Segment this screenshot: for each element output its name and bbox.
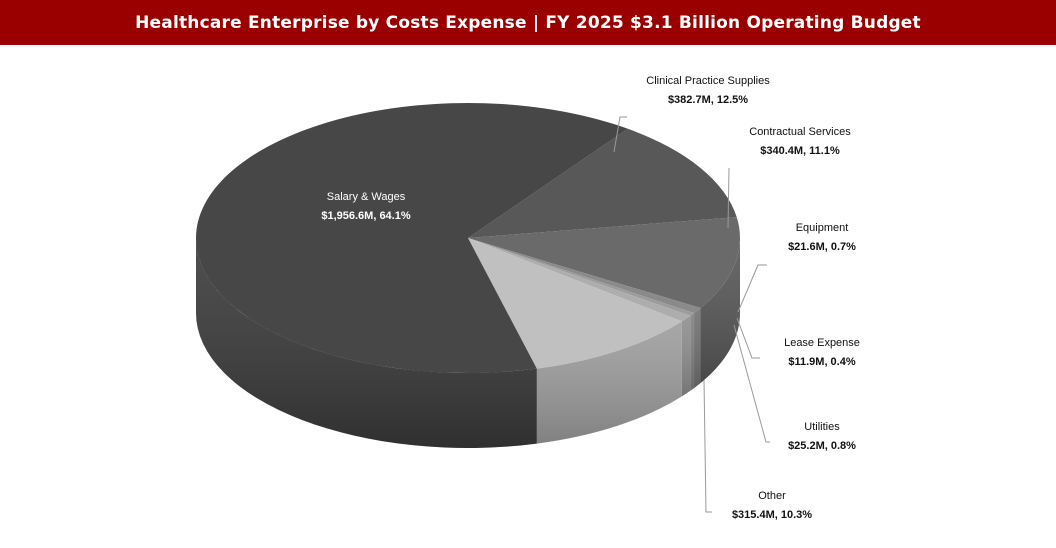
leader-line-contractual-services (727, 167, 730, 229)
pie-sides (196, 238, 740, 448)
chart-title: Healthcare Enterprise by Costs Expense |… (0, 0, 1056, 45)
slice-value-salary-wages: $1,956.6M, 64.1% (321, 210, 411, 222)
label-leader-lines (613, 116, 770, 513)
pie-slice-clinical-practice-supplies[interactable] (468, 128, 737, 238)
pie-top-faces (195, 102, 740, 373)
pie-slice-other[interactable] (468, 238, 682, 369)
slice-label-lease-expense: Lease Expense (784, 337, 860, 349)
slice-label-clinical-practice-supplies: Clinical Practice Supplies (646, 75, 770, 87)
pie-chart-area: Clinical Practice Supplies $382.7M, 12.5%… (0, 45, 1056, 548)
slice-value-utilities: $25.2M, 0.8% (788, 440, 856, 452)
pie-slice-utilities[interactable] (468, 238, 691, 322)
pie-side-shade-contractual-services (700, 238, 740, 384)
pie-slice-equipment[interactable] (468, 238, 701, 314)
pie-slice-contractual-services[interactable] (468, 217, 740, 309)
pie-side-shade-utilities (681, 315, 691, 397)
slice-value-contractual-services: $340.4M, 11.1% (760, 145, 840, 157)
slice-label-contractual-services: Contractual Services (749, 126, 851, 138)
leader-line-clinical-practice-supplies (613, 116, 627, 153)
slice-value-lease-expense: $11.9M, 0.4% (788, 356, 855, 368)
slice-value-equipment: $21.6M, 0.7% (788, 241, 856, 253)
pie-side-shade-other (536, 321, 682, 444)
slice-label-equipment: Equipment (796, 222, 849, 234)
slice-label-utilities: Utilities (804, 421, 840, 433)
slice-value-other: $315.4M, 10.3% (732, 509, 812, 521)
leader-line-equipment (737, 264, 767, 313)
leader-line-other (703, 379, 712, 513)
pie-side-shade-salary-wages (196, 238, 537, 448)
pie-side-shade-equipment (694, 308, 701, 389)
pie-slice-salary-wages[interactable] (195, 102, 628, 373)
slice-value-clinical-practice-supplies: $382.7M, 12.5% (668, 94, 748, 106)
leader-line-utilities (733, 324, 770, 443)
pie-chart: Clinical Practice Supplies $382.7M, 12.5%… (195, 75, 860, 521)
slice-label-salary-wages: Salary & Wages (327, 191, 406, 203)
slice-label-other: Other (758, 490, 786, 502)
pie-slice-lease-expense[interactable] (468, 238, 695, 316)
pie-side-shade-lease-expense (690, 313, 695, 391)
leader-line-lease-expense (736, 317, 760, 359)
slice-labels: Clinical Practice Supplies $382.7M, 12.5%… (321, 75, 860, 521)
